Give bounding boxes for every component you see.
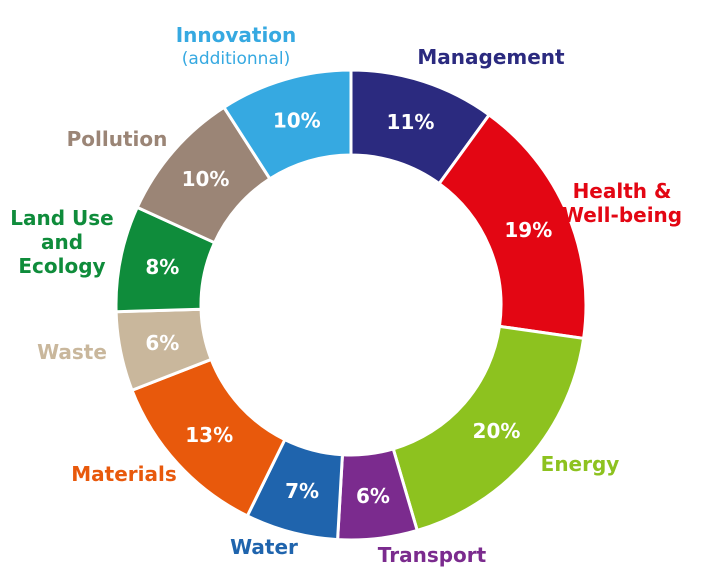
category-label-water: Water (230, 535, 298, 559)
category-label-management: Management (417, 45, 565, 69)
category-label-waste: Waste (37, 340, 107, 364)
slice-energy (391, 324, 586, 533)
percent-label-pollution: 10% (182, 167, 230, 191)
category-label-energy: Energy (541, 452, 620, 476)
percent-label-innovation-additionnal: 10% (273, 108, 321, 132)
percent-label-land-use-and-ecology: 8% (145, 255, 179, 279)
category-label-pollution: Pollution (67, 127, 168, 151)
category-label-materials: Materials (71, 462, 177, 486)
slice-percent-labels: 11% 19% 20% 6% 7% 13% 6% 8% 10% 10% (145, 108, 552, 508)
percent-label-materials: 13% (185, 423, 233, 447)
percent-label-health-well-being: 19% (504, 218, 552, 242)
percent-label-transport: 6% (356, 484, 390, 508)
percent-label-management: 11% (387, 110, 435, 134)
percent-label-waste: 6% (145, 331, 179, 355)
slice-category-labels: Management Health & Well-being Energy Transp… (10, 23, 682, 567)
category-label-innovation-additionnal: Innovation (additionnal) (176, 23, 297, 69)
slice-innovation-additionnal (221, 68, 353, 181)
category-label-health-well-being: Health & Well-being (562, 179, 682, 227)
donut-slices (114, 68, 588, 542)
percent-label-water: 7% (285, 479, 319, 503)
percent-label-energy: 20% (473, 419, 521, 443)
category-label-land-use-and-ecology: Land Use and Ecology (10, 206, 113, 278)
category-label-transport: Transport (378, 543, 487, 567)
